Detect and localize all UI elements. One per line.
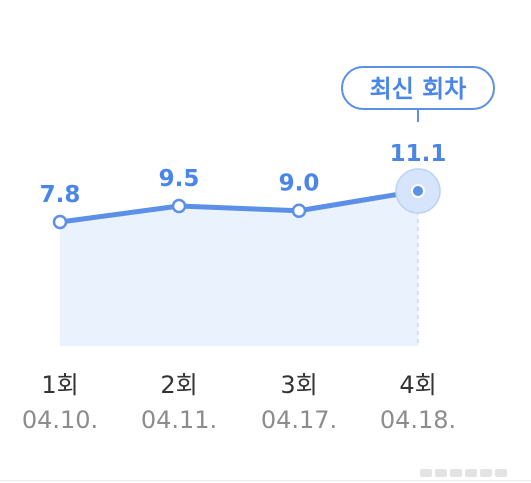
data-points bbox=[52, 168, 441, 230]
data-point-2 bbox=[171, 198, 187, 214]
data-point-1 bbox=[52, 214, 68, 230]
value-label-2: 9.5 bbox=[159, 166, 200, 192]
area-fill bbox=[60, 191, 418, 346]
value-label-4: 11.1 bbox=[390, 141, 447, 167]
badge-label: 최신 회차 bbox=[370, 75, 467, 103]
value-label-3: 9.0 bbox=[279, 171, 320, 197]
footer-placeholder bbox=[420, 462, 520, 477]
series-line bbox=[57, 188, 421, 225]
data-point-3 bbox=[291, 203, 307, 218]
category-label-2: 2회 bbox=[160, 371, 197, 399]
category-label-1: 1회 bbox=[41, 371, 78, 399]
value-label-1: 7.8 bbox=[40, 182, 81, 208]
latest-round-badge: 최신 회차 bbox=[341, 66, 495, 122]
date-label-2: 04.11. bbox=[141, 406, 217, 434]
category-label-4: 4회 bbox=[399, 371, 436, 399]
date-label-1: 04.10. bbox=[22, 406, 98, 434]
date-label-3: 04.17. bbox=[261, 406, 337, 434]
x-axis-labels: 1회 04.10. 2회 04.11. 3회 04.17. 4회 04.18. bbox=[22, 371, 456, 434]
category-label-3: 3회 bbox=[280, 371, 317, 399]
date-label-4: 04.18. bbox=[380, 406, 456, 434]
footer-divider bbox=[0, 480, 531, 481]
value-labels: 7.8 9.5 9.0 11.1 bbox=[40, 141, 447, 208]
data-point-4 bbox=[411, 184, 425, 198]
